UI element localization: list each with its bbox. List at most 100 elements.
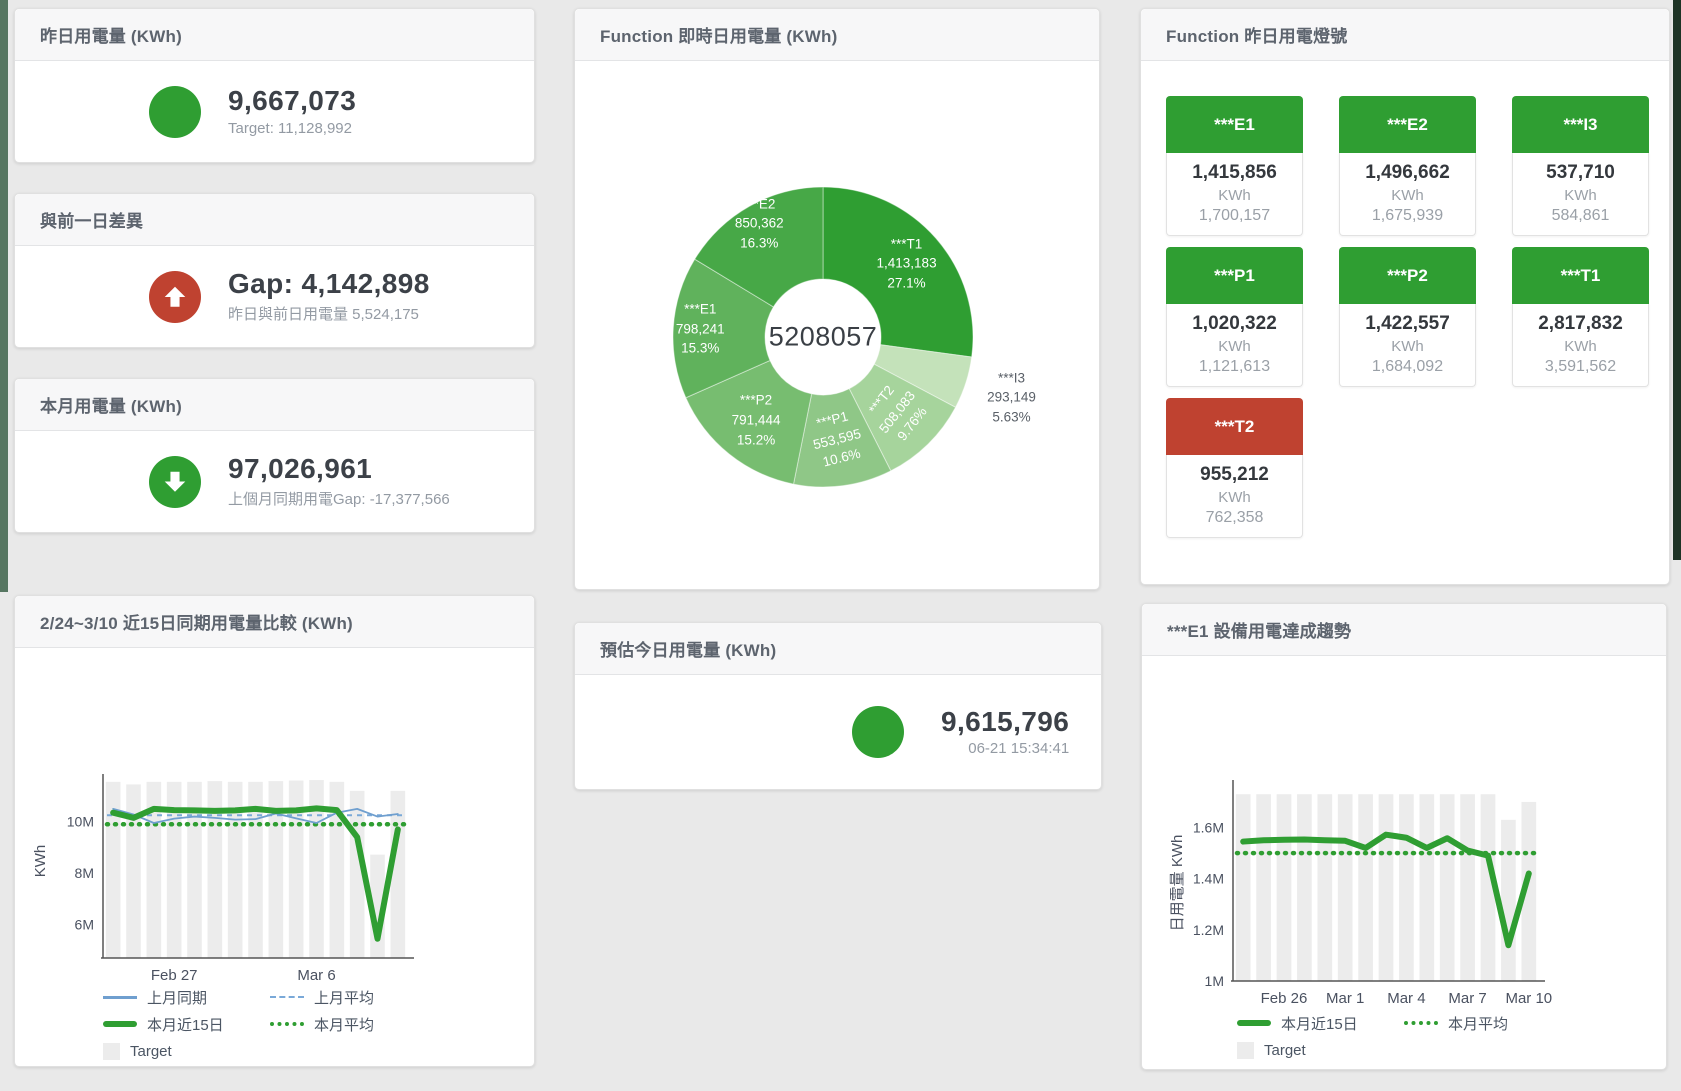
tile-target-value: 1,684,092: [1371, 358, 1444, 375]
tile-unit: KWh: [1218, 187, 1251, 204]
tile-body: 1,422,557 KWh 1,684,092: [1339, 304, 1476, 387]
panel-yesterday-status-lights: Function 昨日用電燈號 ***E1 1,415,856 KWh 1,700,1…: [1140, 8, 1670, 585]
panel-yesterday-usage: 昨日用電量 (KWh) 9,667,073 Target: 11,128,992: [14, 8, 535, 163]
legend-item-本月近15日[interactable]: 本月近15日: [103, 1013, 270, 1035]
arrow-up-icon: [164, 286, 186, 307]
status-tile-P1: ***P1 1,020,322 KWh 1,121,613: [1166, 247, 1303, 387]
tile-target-value: 584,861: [1551, 207, 1610, 224]
month-usage-gap: 上個月同期用電Gap: -17,377,566: [228, 490, 450, 508]
svg-text:Feb 27: Feb 27: [151, 967, 198, 984]
svg-text:Mar 6: Mar 6: [297, 967, 335, 984]
donut-slice-label-E2: ***E2 850,362 16.3%: [734, 196, 784, 251]
panel-realtime-usage-donut: Function 即時日用電量 (KWh) 5208057 ***T1 1,413…: [574, 8, 1100, 590]
panel-header: 預估今日用電量 (KWh): [575, 623, 1101, 675]
legend-label: 本月近15日: [147, 1016, 224, 1034]
day-gap-subtitle: 昨日與前日用電量 5,524,175: [228, 305, 419, 323]
panel-title: 預估今日用電量 (KWh): [600, 641, 777, 660]
tile-label: ***I3: [1512, 96, 1649, 153]
status-tile-T2: ***T2 955,212 KWh 762,358: [1166, 398, 1303, 538]
donut-slice-label-T1: ***T1 1,413,183 27.1%: [876, 236, 937, 291]
legend-swatch: [270, 996, 304, 998]
panel-title: Function 昨日用電燈號: [1166, 27, 1348, 46]
legend-label: Target: [1264, 1041, 1306, 1059]
donut-slice-E2: [694, 186, 824, 308]
tile-unit: KWh: [1564, 338, 1597, 355]
panel-header: Function 昨日用電燈號: [1141, 9, 1669, 61]
tile-body: 537,710 KWh 584,861: [1512, 153, 1649, 236]
tile-target-value: 1,700,157: [1198, 207, 1271, 224]
svg-text:日用電量 KWh: 日用電量 KWh: [1169, 835, 1186, 932]
tile-body: 955,212 KWh 762,358: [1166, 455, 1303, 538]
legend-item-上月同期[interactable]: 上月同期: [103, 986, 270, 1008]
tile-body: 1,415,856 KWh 1,700,157: [1166, 153, 1303, 236]
tile-value: 1,422,557: [1365, 313, 1450, 334]
legend-label: 本月平均: [314, 1016, 375, 1034]
svg-text:Feb 26: Feb 26: [1261, 990, 1308, 1007]
tile-value: 955,212: [1200, 464, 1269, 485]
status-tile-E1: ***E1 1,415,856 KWh 1,700,157: [1166, 96, 1303, 236]
panel-title: 2/24~3/10 近15日同期用電量比較 (KWh): [40, 614, 353, 633]
svg-text:Mar 1: Mar 1: [1326, 990, 1364, 1007]
legend-item-本月平均[interactable]: 本月平均: [270, 1013, 437, 1035]
status-dot-red: [149, 270, 201, 323]
svg-text:1.2M: 1.2M: [1193, 922, 1224, 938]
tile-value: 1,415,856: [1192, 162, 1277, 183]
left-edge-strip: [0, 0, 8, 592]
legend-item-本月平均[interactable]: 本月平均: [1404, 1012, 1571, 1034]
legend-swatch: [270, 1022, 304, 1026]
compare-line-chart: 6M 8M 10M Feb 27 Mar 6 KWh: [32, 774, 414, 984]
legend-swatch: [1237, 1020, 1271, 1026]
svg-text:1M: 1M: [1205, 973, 1224, 989]
donut-slice-E1: [672, 258, 775, 399]
tile-value: 2,817,832: [1538, 313, 1623, 334]
arrow-down-icon: [164, 471, 186, 492]
status-tile-P2: ***P2 1,422,557 KWh 1,684,092: [1339, 247, 1476, 387]
donut-slice-T2: [848, 363, 957, 472]
tile-value: 1,020,322: [1192, 313, 1277, 334]
donut-slice-I3: [873, 344, 973, 408]
yesterday-usage-target: Target: 11,128,992: [228, 119, 352, 137]
tile-unit: KWh: [1391, 187, 1424, 204]
legend-swatch: [1237, 1041, 1254, 1059]
tile-label: ***P1: [1166, 247, 1303, 304]
svg-text:Mar 7: Mar 7: [1448, 990, 1486, 1007]
svg-text:KWh: KWh: [32, 845, 49, 878]
svg-text:1.6M: 1.6M: [1193, 819, 1224, 835]
panel-title: Function 即時日用電量 (KWh): [600, 27, 838, 46]
legend-swatch: [1404, 1021, 1438, 1025]
svg-text:1.4M: 1.4M: [1193, 871, 1224, 887]
legend-item-Target[interactable]: Target: [1237, 1039, 1404, 1061]
panel-title: 與前一日差異: [40, 212, 144, 231]
panel-estimate-today: 預估今日用電量 (KWh) 9,615,796 06-21 15:34:41: [574, 622, 1102, 790]
tile-unit: KWh: [1391, 338, 1424, 355]
tile-unit: KWh: [1564, 187, 1597, 204]
legend-swatch: [103, 1021, 137, 1027]
panel-header: ***E1 設備用電達成趨勢: [1142, 604, 1666, 656]
legend-item-Target[interactable]: Target: [103, 1040, 270, 1062]
legend-item-上月平均[interactable]: 上月平均: [270, 986, 437, 1008]
panel-title: 昨日用電量 (KWh): [40, 27, 182, 46]
legend-label: Target: [130, 1042, 172, 1060]
donut-slice-P1: [792, 388, 892, 488]
legend-item-本月近15日[interactable]: 本月近15日: [1237, 1012, 1404, 1034]
panel-15day-compare-chart: 2/24~3/10 近15日同期用電量比較 (KWh) 6M 8M 10M Feb 2…: [14, 595, 535, 1067]
realtime-usage-donut-chart: 5208057 ***T1 1,413,183 27.1% ***I3 293,149 5…: [603, 117, 1043, 557]
tile-body: 1,496,662 KWh 1,675,939: [1339, 153, 1476, 236]
status-tile-grid: ***E1 1,415,856 KWh 1,700,157 ***E2 1,496,662…: [1141, 61, 1669, 538]
tile-body: 1,020,322 KWh 1,121,613: [1166, 304, 1303, 387]
tile-unit: KWh: [1218, 489, 1251, 506]
donut-slice-P2: [685, 359, 813, 485]
status-dot-green: [852, 706, 904, 758]
legend-label: 上月平均: [314, 989, 375, 1007]
svg-text:Mar 4: Mar 4: [1387, 990, 1425, 1007]
panel-title: ***E1 設備用電達成趨勢: [1167, 622, 1352, 641]
legend-label: 上月同期: [147, 989, 208, 1007]
donut-slice-label-P2: ***P2 791,444 15.2%: [731, 393, 781, 448]
svg-text:6M: 6M: [75, 917, 94, 933]
panel-title: 本月用電量 (KWh): [40, 397, 182, 416]
status-tile-E2: ***E2 1,496,662 KWh 1,675,939: [1339, 96, 1476, 236]
month-usage-value: 97,026,961: [228, 453, 373, 485]
status-dot-green: [149, 85, 201, 138]
donut-slice-label-I3: ***I3 293,149 5.63%: [987, 370, 1036, 425]
panel-header: 本月用電量 (KWh): [15, 379, 534, 431]
